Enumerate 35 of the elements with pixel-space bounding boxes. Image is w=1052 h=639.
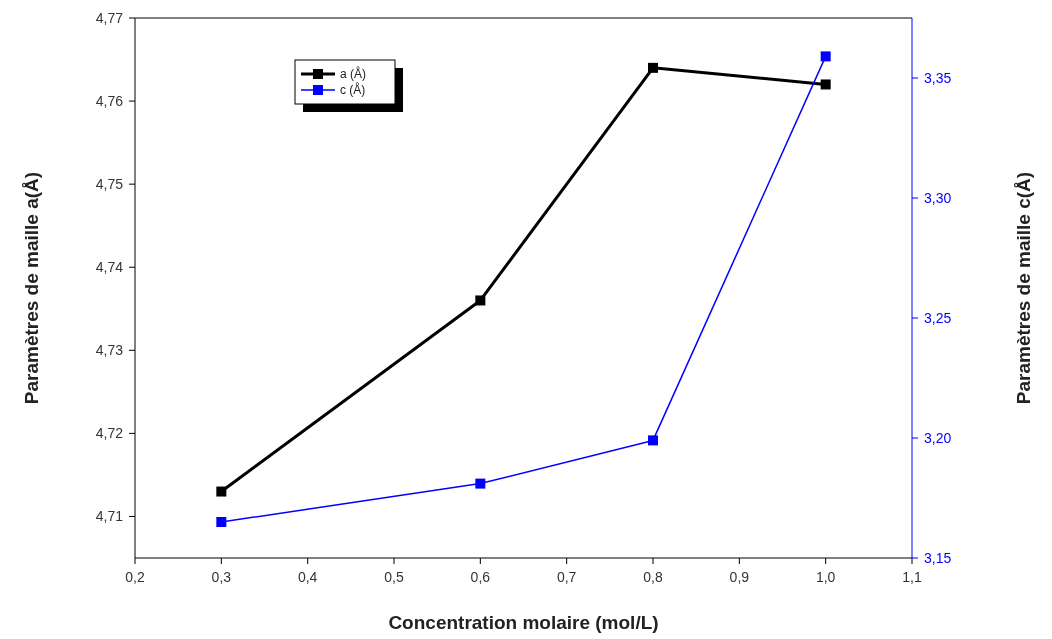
x-tick-label: 0,8: [643, 569, 663, 585]
point: [820, 79, 831, 90]
point: [216, 517, 227, 527]
y-tick-label: 4,72: [95, 425, 124, 442]
x-tick-label: 1,1: [902, 569, 922, 585]
y2-tick-label: 3,25: [924, 310, 952, 326]
x-tick-label: 0,3: [211, 569, 232, 585]
y2-tick-label: 3,15: [924, 550, 952, 566]
x-axis-title: Concentration molaire (mol/L): [388, 612, 659, 633]
y2-tick-label: 3,30: [924, 190, 952, 206]
y2-axis-title: Paramètres de maille c(Å): [1013, 171, 1034, 405]
point: [475, 478, 486, 489]
point: [216, 486, 227, 497]
point: [475, 295, 486, 306]
legend-label: c (Å): [340, 82, 366, 97]
y-tick-label: 4,71: [95, 508, 124, 525]
y-axis-title: Paramètres de maille a(Å): [21, 171, 42, 405]
x-tick-label: 0,7: [556, 569, 577, 585]
x-tick-label: 0,2: [125, 569, 145, 585]
legend-label: a (Å): [340, 66, 367, 81]
x-tick-label: 0,9: [729, 569, 750, 585]
y-tick-label: 4,77: [95, 10, 124, 26]
x-tick-label: 0,5: [384, 569, 404, 585]
y-tick-label: 4,74: [95, 259, 124, 276]
x-tick-label: 1,0: [815, 569, 836, 585]
x-tick-label: 0,4: [297, 569, 318, 585]
point: [648, 62, 658, 73]
y-tick-label: 4,75: [95, 176, 124, 193]
point: [648, 435, 658, 446]
y2-tick-label: 3,35: [924, 70, 952, 86]
x-tick-label: 0,6: [470, 569, 491, 585]
y-tick-label: 4,73: [95, 342, 124, 359]
point: [820, 51, 831, 62]
y-tick-label: 4,76: [95, 93, 124, 110]
y2-tick-label: 3,20: [924, 430, 952, 446]
